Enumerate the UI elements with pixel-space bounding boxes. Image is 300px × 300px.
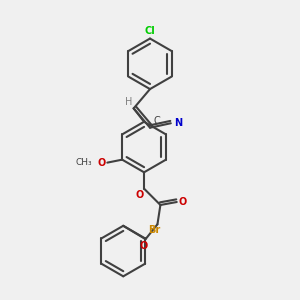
Text: O: O	[178, 197, 187, 207]
Text: Br: Br	[148, 226, 160, 236]
Text: O: O	[139, 241, 147, 251]
Text: H: H	[124, 97, 132, 107]
Text: O: O	[98, 158, 106, 168]
Text: C: C	[154, 116, 160, 126]
Text: Cl: Cl	[145, 26, 155, 36]
Text: CH₃: CH₃	[75, 158, 92, 167]
Text: O: O	[136, 190, 144, 200]
Text: N: N	[174, 118, 182, 128]
